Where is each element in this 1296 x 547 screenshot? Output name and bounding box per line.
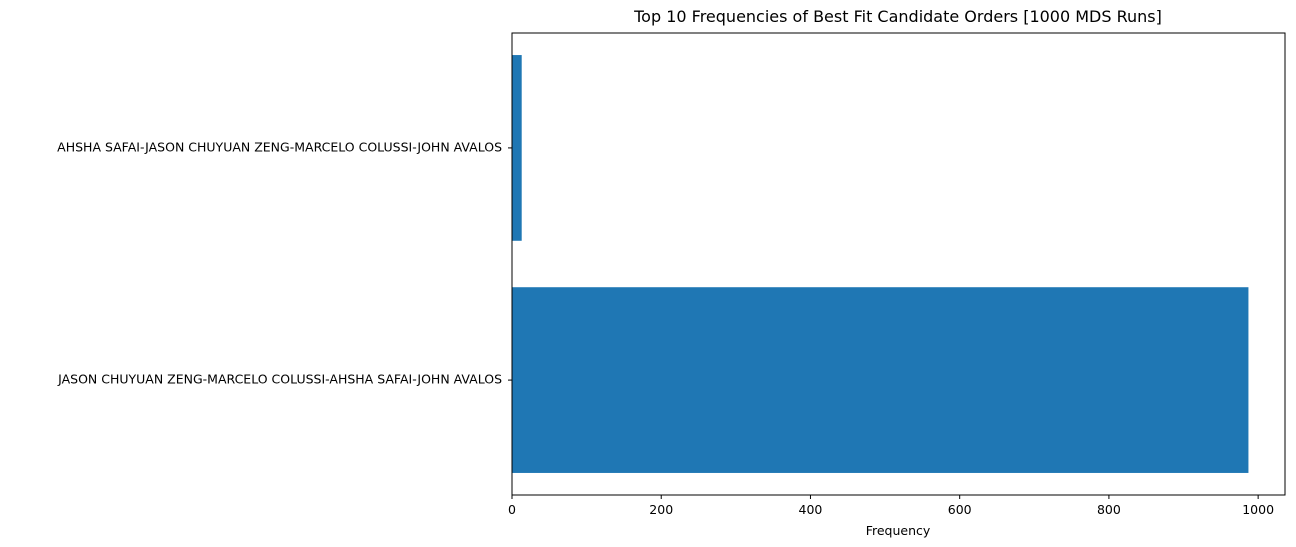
chart-title: Top 10 Frequencies of Best Fit Candidate… bbox=[633, 7, 1162, 26]
bar bbox=[512, 287, 1249, 473]
x-tick-label: 400 bbox=[799, 502, 823, 517]
y-axis-ticks: JASON CHUYUAN ZENG-MARCELO COLUSSI-AHSHA… bbox=[57, 139, 512, 387]
y-tick-label: JASON CHUYUAN ZENG-MARCELO COLUSSI-AHSHA… bbox=[57, 372, 502, 387]
x-axis-label: Frequency bbox=[866, 523, 931, 538]
bar bbox=[512, 55, 522, 241]
x-tick-label: 1000 bbox=[1242, 502, 1274, 517]
x-tick-label: 200 bbox=[649, 502, 673, 517]
x-tick-label: 600 bbox=[948, 502, 972, 517]
plot-frame bbox=[511, 32, 1286, 496]
x-axis-ticks: 0 200 400 600 800 1000 bbox=[508, 495, 1274, 517]
y-tick-label: AHSHA SAFAI-JASON CHUYUAN ZENG-MARCELO C… bbox=[57, 139, 502, 154]
bars-group bbox=[512, 55, 1249, 473]
x-tick-label: 800 bbox=[1097, 502, 1121, 517]
x-tick-label: 0 bbox=[508, 502, 516, 517]
